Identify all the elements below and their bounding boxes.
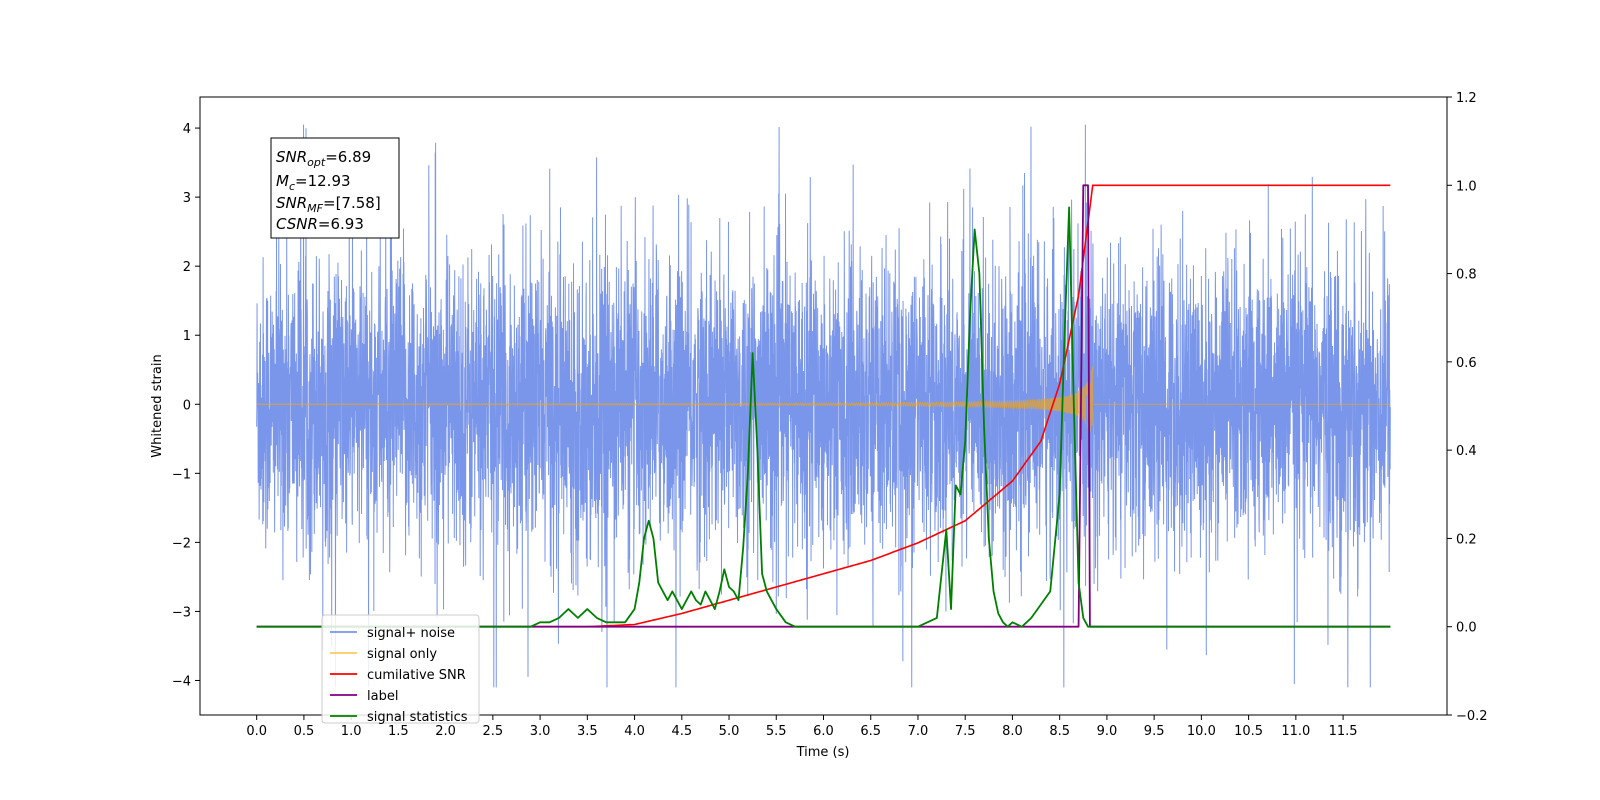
y-tick-label: 1 (183, 329, 191, 344)
x-tick-label: 10.0 (1187, 724, 1216, 739)
x-tick-label: 1.0 (341, 724, 362, 739)
x-tick-label: 9.5 (1144, 724, 1165, 739)
x-tick-label: 4.5 (671, 724, 692, 739)
x-tick-label: 2.0 (435, 724, 456, 739)
y-right-tick-label: −0.2 (1456, 709, 1488, 724)
x-tick-label: 2.5 (483, 724, 504, 739)
x-tick-label: 11.5 (1329, 724, 1358, 739)
y-right-tick-label: 1.0 (1456, 179, 1477, 194)
x-tick-label: 7.0 (908, 724, 929, 739)
y-right-tick-label: 1.2 (1456, 91, 1477, 106)
y-right-tick-label: 0.4 (1456, 444, 1477, 459)
axes-layer: 0.0 0.5 1.0 1.5 2.0 2.5 3.0 3.5 4.0 4.5 5.0 5.5 6.0 6… (172, 91, 1488, 739)
y-tick-label: −3 (172, 605, 191, 620)
info-snr-mf: SNRMF=[7.58] (276, 194, 381, 215)
x-tick-label: 3.0 (530, 724, 551, 739)
x-tick-label: 4.0 (624, 724, 645, 739)
legend-label: cumilative SNR (367, 668, 466, 683)
y-tick-label: −4 (172, 674, 191, 689)
x-tick-label: 6.5 (860, 724, 881, 739)
info-box-frame (270, 137, 400, 239)
x-tick-label: 0.5 (294, 724, 315, 739)
x-tick-label: 11.0 (1281, 724, 1310, 739)
legend-label: signal+ noise (367, 626, 455, 641)
y-tick-label: −1 (172, 467, 191, 482)
legend-label: label (367, 689, 398, 704)
info-csnr: CSNR=6.93 (276, 215, 364, 233)
x-tick-label: 7.5 (955, 724, 976, 739)
series-cumulative-snr (256, 184, 1391, 628)
series-signal-statistics (256, 206, 1391, 628)
y-tick-label: 2 (183, 260, 191, 275)
y-tick-label: 3 (183, 191, 191, 206)
x-tick-label: 9.0 (1097, 724, 1118, 739)
legend-frame (321, 614, 480, 724)
series-signal-only (256, 366, 1391, 433)
y-right-tick-label: 0.8 (1456, 268, 1477, 283)
x-tick-label: 10.5 (1234, 724, 1263, 739)
legend: signal+ noise signal only cumilative SNR la… (321, 614, 480, 725)
legend-label: signal only (367, 647, 437, 662)
x-tick-label: 0.0 (246, 724, 267, 739)
y-axis-label: Whitened strain (150, 354, 165, 457)
y-right-tick-label: 0.2 (1456, 532, 1477, 547)
y-tick-label: −2 (172, 536, 191, 551)
x-tick-label: 1.5 (388, 724, 409, 739)
y-tick-label: 0 (183, 398, 191, 413)
y-right-tick-label: 0.6 (1456, 356, 1477, 371)
legend-label: signal statistics (367, 710, 468, 725)
x-tick-label: 3.5 (577, 724, 598, 739)
y-right-tick-label: 0.0 (1456, 621, 1477, 636)
series-layer (256, 124, 1391, 688)
x-tick-label: 6.0 (813, 724, 834, 739)
info-snr-opt: SNRopt=6.89 (276, 148, 371, 169)
x-tick-label: 8.5 (1049, 724, 1070, 739)
series-signal-noise (256, 124, 1391, 688)
info-chirp-mass: Mc=12.93 (276, 172, 351, 193)
info-box: SNRopt=6.89 Mc=12.93 SNRMF=[7.58] CSNR=6… (270, 137, 400, 239)
x-tick-label: 5.0 (719, 724, 740, 739)
y-tick-label: 4 (183, 122, 191, 137)
x-axis-label: Time (s) (796, 745, 850, 760)
x-tick-label: 5.5 (766, 724, 787, 739)
x-tick-label: 8.0 (1002, 724, 1023, 739)
